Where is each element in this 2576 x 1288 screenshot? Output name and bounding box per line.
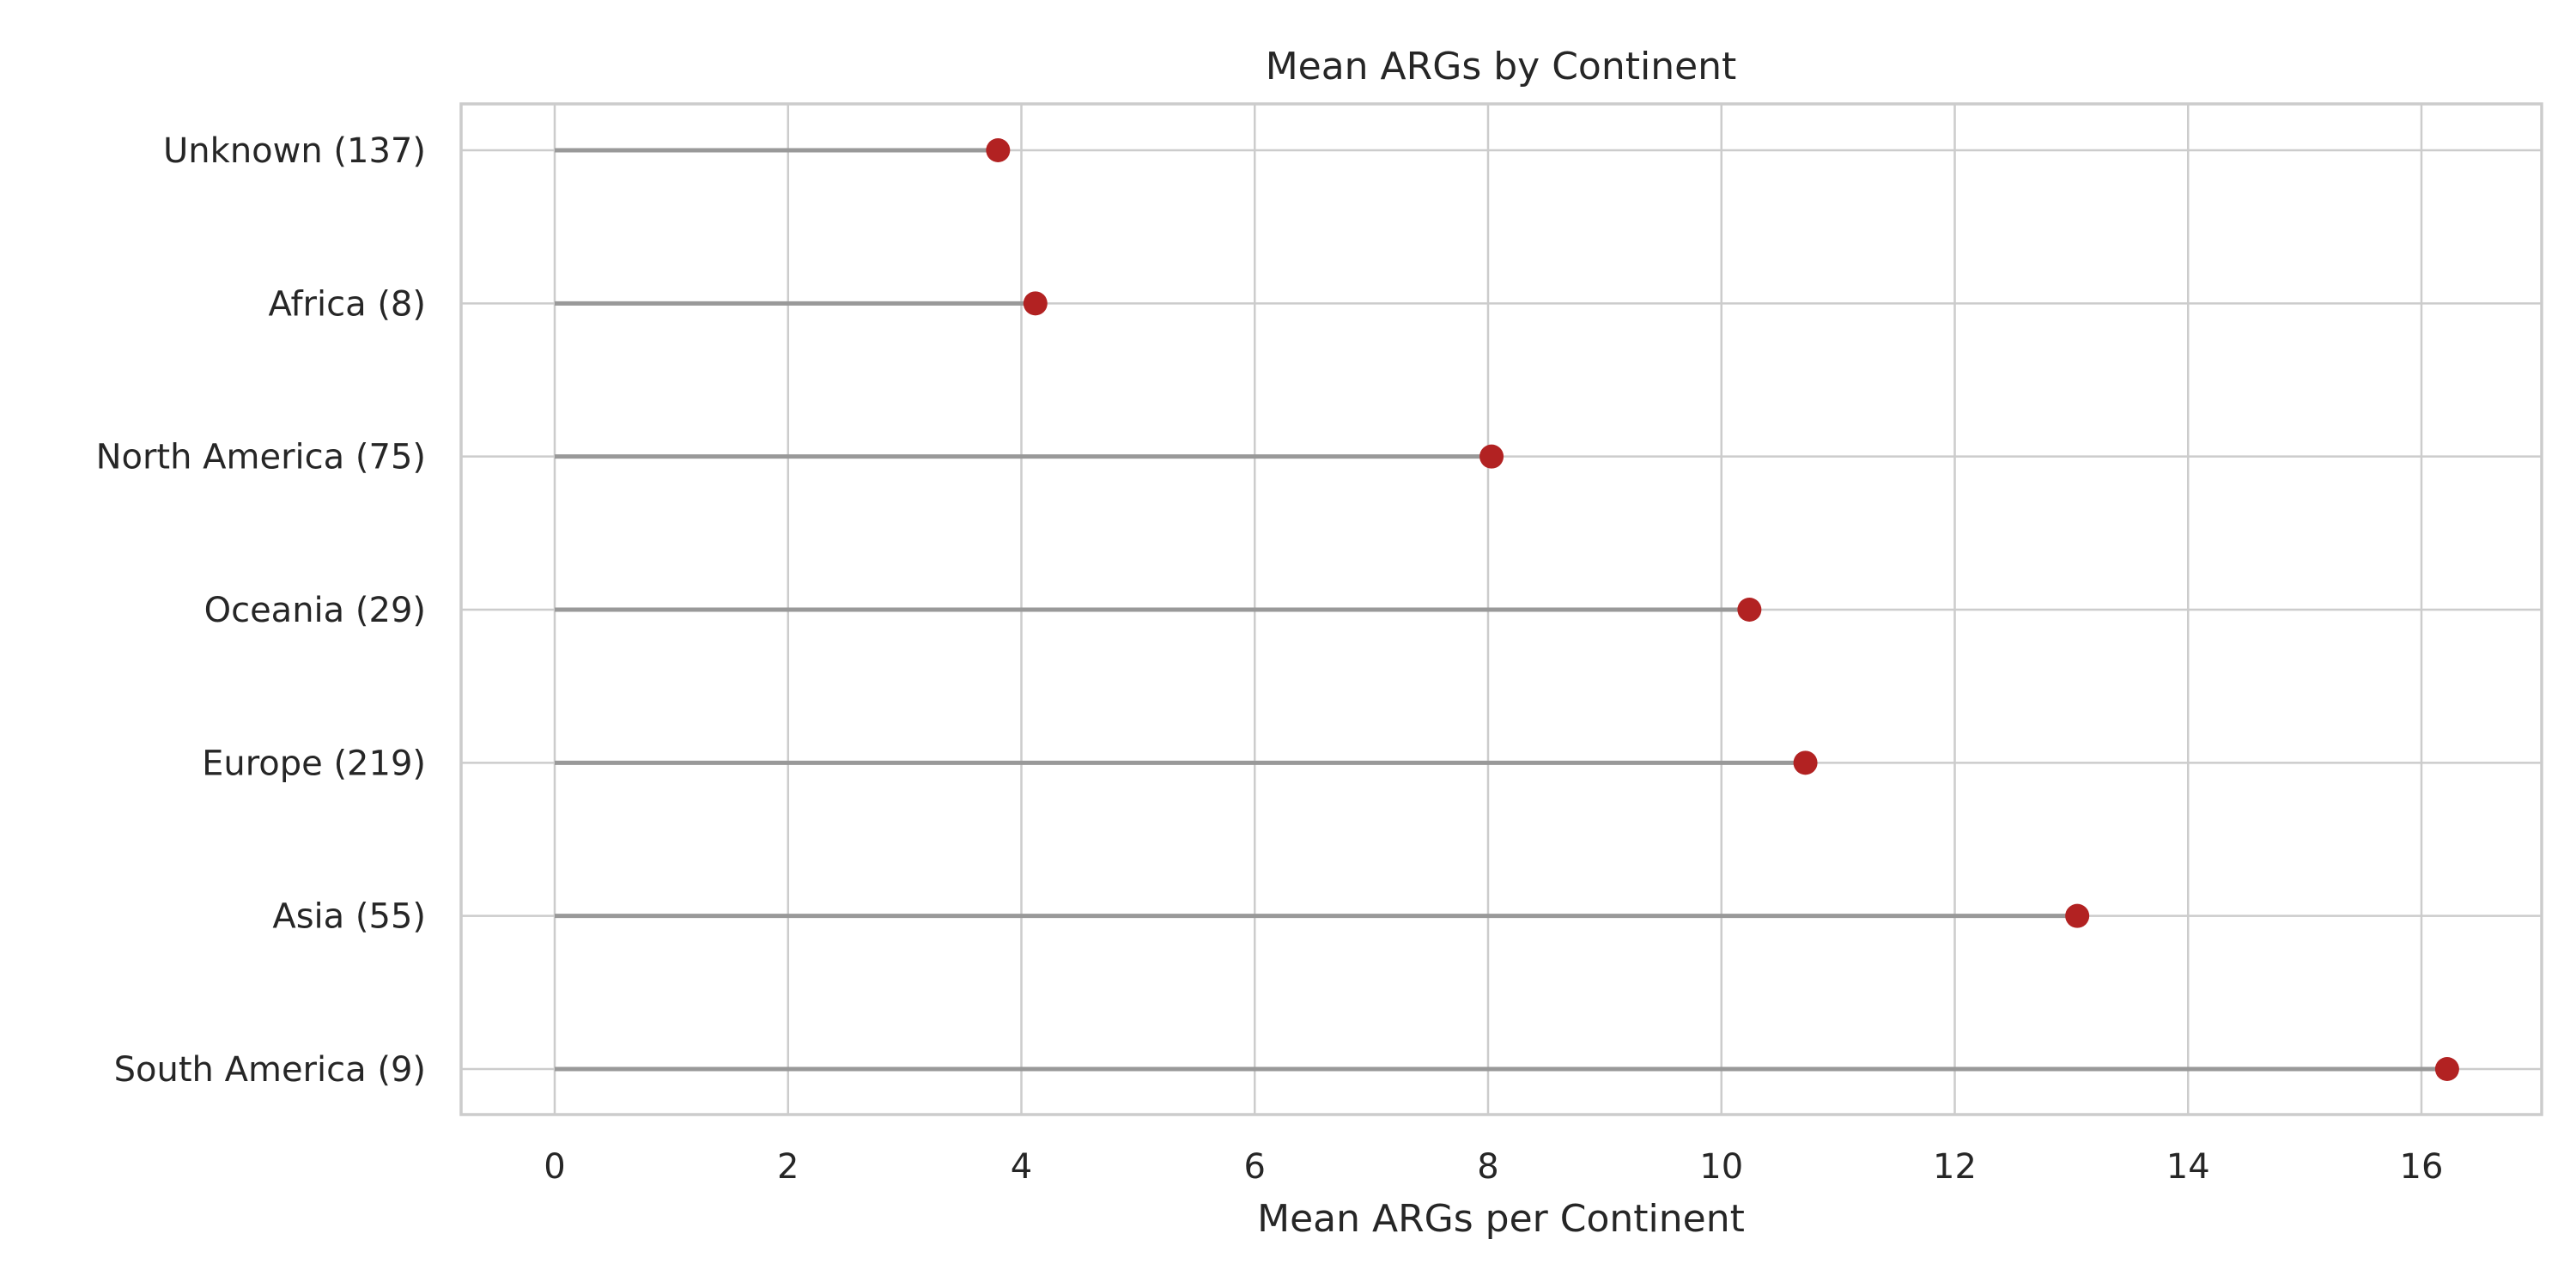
y-tick-label: Unknown (137) bbox=[163, 131, 426, 171]
y-tick-label: North America (75) bbox=[96, 438, 426, 477]
plot-frame bbox=[459, 102, 2543, 1116]
x-tick-label: 4 bbox=[1011, 1147, 1032, 1187]
lollipop-marker bbox=[1737, 598, 1762, 622]
lollipop-marker bbox=[1023, 291, 1048, 316]
x-tick-label: 14 bbox=[2166, 1147, 2210, 1187]
y-tick-label: Africa (8) bbox=[269, 284, 426, 324]
x-axis-label: Mean ARGs per Continent bbox=[1257, 1197, 1745, 1241]
y-tick-label: South America (9) bbox=[114, 1050, 426, 1090]
y-tick-label: Oceania (29) bbox=[204, 591, 426, 630]
markers bbox=[986, 138, 2459, 1081]
lollipop-marker bbox=[986, 138, 1011, 162]
x-tick-label: 2 bbox=[777, 1147, 799, 1187]
lollipop-marker bbox=[2065, 903, 2090, 928]
x-tick-labels: 0 2 4 6 8 10 12 14 16 bbox=[544, 1147, 2443, 1187]
x-tick-label: 0 bbox=[544, 1147, 565, 1187]
stems bbox=[555, 148, 2447, 1072]
x-tick-label: 16 bbox=[2400, 1147, 2444, 1187]
chart-title: Mean ARGs by Continent bbox=[1266, 45, 1737, 88]
y-tick-label: Asia (55) bbox=[272, 897, 426, 937]
lollipop-marker bbox=[1793, 750, 1818, 775]
x-tick-label: 10 bbox=[1699, 1147, 1743, 1187]
x-tick-label: 6 bbox=[1244, 1147, 1266, 1187]
lollipop-marker bbox=[1479, 444, 1504, 469]
y-tick-label: Europe (219) bbox=[202, 744, 426, 783]
lollipop-marker bbox=[2434, 1057, 2459, 1081]
x-tick-label: 12 bbox=[1933, 1147, 1977, 1187]
x-tick-label: 8 bbox=[1477, 1147, 1498, 1187]
y-tick-labels: Unknown (137) Africa (8) North America (75… bbox=[96, 131, 426, 1090]
